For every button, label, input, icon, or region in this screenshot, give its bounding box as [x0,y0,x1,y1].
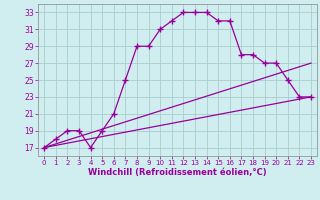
X-axis label: Windchill (Refroidissement éolien,°C): Windchill (Refroidissement éolien,°C) [88,168,267,177]
